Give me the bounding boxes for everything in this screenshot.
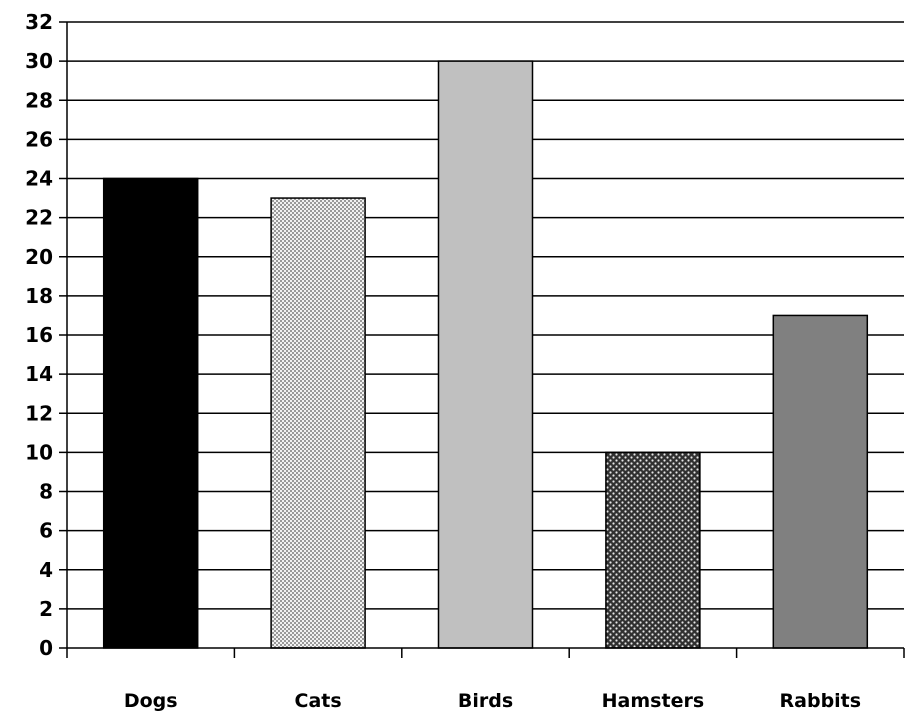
y-tick-label: 20 [25, 245, 53, 269]
bar-hamsters [605, 451, 701, 649]
x-category-label: Cats [295, 690, 342, 712]
bars [102, 60, 869, 649]
y-tick-label: 8 [39, 480, 53, 504]
bar-cats [270, 197, 366, 649]
x-category-label: Hamsters [602, 690, 704, 712]
y-tick-label: 0 [39, 636, 53, 660]
y-tick-label: 12 [25, 401, 53, 425]
y-tick-label: 10 [25, 440, 53, 464]
x-category-label: Dogs [124, 690, 178, 712]
bar-dogs [102, 177, 199, 649]
y-tick-label: 16 [25, 323, 53, 347]
y-tick-label: 32 [25, 10, 53, 34]
y-tick-label: 6 [39, 519, 53, 543]
x-category-label: Rabbits [780, 690, 862, 712]
y-tick-label: 22 [25, 206, 53, 230]
y-tick-label: 30 [25, 49, 53, 73]
y-tick-label: 18 [25, 284, 53, 308]
y-tick-label: 4 [39, 558, 53, 582]
y-tick-label: 14 [25, 362, 53, 386]
x-category-label: Birds [458, 690, 513, 712]
bar-rabbits [772, 314, 869, 649]
axes [59, 21, 905, 658]
y-tick-label: 26 [25, 127, 53, 151]
y-tick-label: 28 [25, 88, 53, 112]
y-tick-label: 2 [39, 597, 53, 621]
y-tick-label: 24 [25, 167, 53, 191]
bar-birds [437, 60, 534, 649]
x-category-labels: Dogs Cats Birds Hamsters Rabbits [124, 690, 861, 712]
